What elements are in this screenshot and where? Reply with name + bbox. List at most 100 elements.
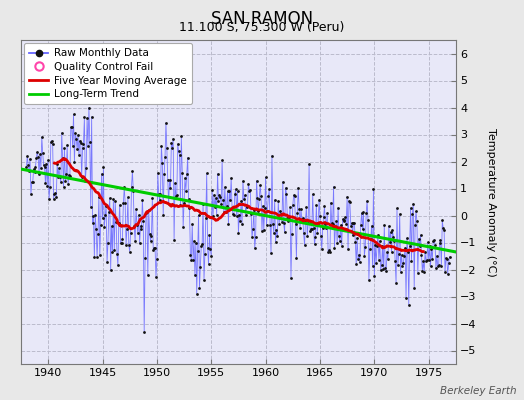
Point	[84, 143, 92, 149]
Point	[163, 176, 172, 183]
Point	[170, 237, 178, 243]
Point	[329, 220, 337, 227]
Point	[234, 230, 243, 236]
Point	[378, 243, 387, 249]
Point	[255, 196, 264, 202]
Point	[228, 205, 236, 211]
Point	[435, 240, 444, 246]
Point	[194, 212, 203, 218]
Point	[100, 224, 108, 230]
Point	[231, 191, 239, 197]
Point	[64, 180, 72, 187]
Point	[99, 215, 107, 222]
Point	[178, 170, 187, 176]
Point	[366, 246, 374, 252]
Point	[24, 162, 32, 168]
Point	[54, 174, 62, 180]
Point	[324, 249, 332, 255]
Point	[221, 184, 229, 190]
Point	[354, 256, 362, 262]
Point	[258, 228, 266, 234]
Point	[47, 138, 55, 145]
Point	[152, 274, 160, 280]
Point	[243, 203, 251, 209]
Point	[216, 194, 224, 200]
Point	[226, 197, 234, 204]
Point	[343, 193, 351, 200]
Point	[306, 227, 314, 234]
Point	[242, 212, 250, 218]
Point	[222, 209, 230, 215]
Point	[444, 260, 453, 266]
Point	[133, 221, 141, 228]
Point	[183, 154, 192, 161]
Point	[69, 111, 78, 118]
Point	[397, 268, 405, 275]
Point	[49, 141, 57, 148]
Point	[330, 184, 338, 190]
Point	[144, 272, 152, 278]
Point	[103, 258, 111, 265]
Point	[334, 205, 342, 211]
Point	[213, 170, 222, 177]
Point	[362, 210, 370, 216]
Point	[210, 192, 218, 198]
Point	[149, 247, 157, 253]
Point	[382, 268, 390, 274]
Point	[125, 248, 134, 255]
Point	[111, 198, 119, 204]
Point	[364, 216, 372, 223]
Point	[433, 263, 442, 269]
Point	[436, 237, 445, 243]
Point	[182, 187, 190, 194]
Point	[190, 238, 198, 244]
Point	[138, 197, 147, 203]
Point	[104, 240, 112, 246]
Point	[26, 155, 34, 162]
Point	[274, 198, 282, 204]
Point	[383, 249, 391, 256]
Point	[107, 223, 116, 229]
Point	[85, 104, 93, 111]
Point	[230, 212, 238, 218]
Point	[105, 195, 114, 201]
Point	[385, 222, 393, 229]
Point	[73, 146, 81, 152]
Point	[417, 232, 425, 238]
Point	[418, 268, 427, 274]
Point	[101, 212, 110, 219]
Point	[93, 254, 101, 261]
Point	[155, 191, 163, 198]
Point	[402, 294, 410, 301]
Point	[330, 244, 339, 251]
Point	[394, 262, 402, 268]
Point	[427, 246, 435, 253]
Point	[257, 193, 265, 200]
Point	[434, 262, 443, 268]
Point	[214, 198, 223, 204]
Point	[391, 258, 399, 264]
Point	[414, 235, 423, 242]
Point	[297, 206, 305, 212]
Point	[180, 200, 188, 206]
Point	[405, 302, 413, 308]
Point	[215, 191, 224, 198]
Point	[310, 241, 319, 248]
Point	[25, 168, 34, 174]
Point	[365, 277, 373, 283]
Point	[298, 216, 306, 223]
Point	[173, 140, 182, 147]
Point	[132, 206, 140, 212]
Point	[299, 230, 308, 236]
Point	[208, 187, 216, 193]
Point	[249, 226, 257, 232]
Legend: Raw Monthly Data, Quality Control Fail, Five Year Moving Average, Long-Term Tren: Raw Monthly Data, Quality Control Fail, …	[24, 43, 192, 104]
Point	[332, 218, 341, 224]
Point	[256, 182, 264, 188]
Point	[41, 180, 50, 186]
Point	[289, 192, 298, 198]
Point	[346, 222, 355, 229]
Point	[275, 220, 283, 227]
Point	[260, 205, 269, 211]
Point	[273, 232, 281, 239]
